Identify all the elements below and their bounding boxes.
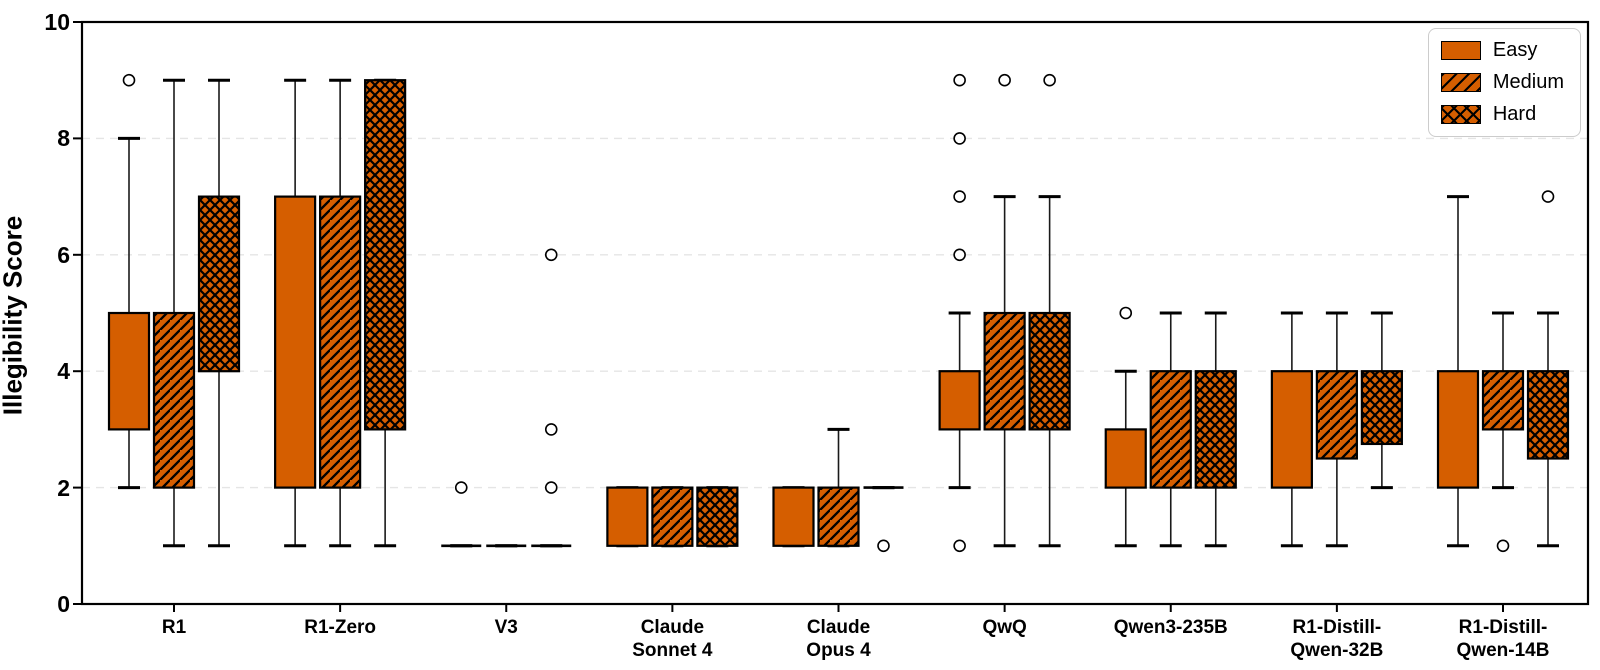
box-r1-distill-qwen-14b-medium-hatch <box>1483 371 1523 430</box>
legend-entry-easy: Easy <box>1440 39 1564 62</box>
outlier-point <box>1496 539 1510 553</box>
box-r1-distill-qwen-14b-hard-edge <box>1526 370 1570 460</box>
box-qwq-easy-edge <box>938 370 981 431</box>
box-r1-distill-qwen-14b-hard-hatch <box>1528 371 1568 459</box>
box-claude-opus-4-medium-hatch <box>818 487 859 546</box>
box-r1-zero-medium-edge <box>319 195 362 489</box>
x-tick-label-9: R1-Distill- Qwen-14B <box>1456 617 1550 661</box>
box-claude-sonnet-4-medium-edge <box>651 486 694 547</box>
legend-swatch-medium <box>1440 73 1481 92</box>
y-tick-label-2: 2 <box>57 474 70 501</box>
box-r1-distill-qwen-32b-easy-edge <box>1270 370 1313 489</box>
legend-label-medium: Medium <box>1492 71 1564 93</box>
box-claude-sonnet-4-medium-hatch <box>652 487 693 546</box>
x-tick-label-5: Claude Opus 4 <box>806 617 871 661</box>
box-r1-zero-hard-hatch <box>365 80 406 430</box>
box-r1-zero-easy-edge <box>274 195 317 489</box>
box-r1-zero-hard-edge <box>364 79 407 431</box>
box-qwen3-235b-easy <box>1105 429 1146 488</box>
box-r1-hard-edge <box>197 195 241 373</box>
x-tick-label-2: R1-Zero <box>304 617 377 638</box>
y-tick-label-10: 10 <box>44 9 70 35</box>
box-qwen3-235b-easy-edge <box>1104 428 1147 489</box>
outlier-point <box>544 248 558 262</box>
box-r1-medium-edge <box>152 311 196 489</box>
x-tick-label-4: Claude Sonnet 4 <box>632 617 713 661</box>
legend-entry-hard: Hard <box>1440 103 1564 126</box>
outlier-point <box>953 539 966 553</box>
box-claude-sonnet-4-hard-edge <box>696 486 739 547</box>
y-tick-label-4: 4 <box>57 358 70 385</box>
box-qwq-hard-edge <box>1028 311 1071 431</box>
box-qwen3-235b-medium-edge <box>1149 370 1192 489</box>
legend-label-easy: Easy <box>1492 39 1538 61</box>
outlier-point <box>1541 190 1555 203</box>
box-qwq-easy <box>939 371 980 430</box>
outlier-point <box>953 132 966 145</box>
box-r1-distill-qwen-14b-easy-edge <box>1436 370 1480 489</box>
outlier-point <box>953 190 966 203</box>
box-r1-easy <box>109 313 149 430</box>
outlier-point <box>998 73 1011 87</box>
outlier-point <box>1119 306 1133 320</box>
box-qwen3-235b-hard-hatch <box>1195 371 1236 488</box>
box-r1-zero-medium-hatch <box>320 196 361 488</box>
legend-swatch-easy <box>1440 41 1481 60</box>
x-tick-label-1: R1 <box>161 617 187 638</box>
box-claude-sonnet-4-easy-edge <box>606 486 649 547</box>
outlier-point <box>953 248 966 262</box>
box-r1-distill-qwen-32b-medium-hatch <box>1316 371 1357 459</box>
y-tick-label-0: 0 <box>57 591 70 617</box>
outlier-point <box>544 423 558 436</box>
box-claude-sonnet-4-easy <box>607 487 648 546</box>
y-tick-label-8: 8 <box>57 125 70 152</box>
box-claude-sonnet-4-hard-hatch <box>697 487 738 546</box>
legend-label-hard: Hard <box>1492 103 1537 125</box>
outlier-point <box>544 481 558 494</box>
box-claude-opus-4-medium-edge <box>817 486 860 547</box>
box-r1-medium-hatch <box>154 313 194 488</box>
box-r1-easy-edge <box>107 311 151 431</box>
x-tick-label-7: Qwen3-235B <box>1113 617 1228 638</box>
box-r1-distill-qwen-32b-easy <box>1271 371 1312 488</box>
legend-swatch-hard <box>1440 105 1481 124</box>
outlier-point <box>454 481 468 494</box>
box-claude-opus-4-easy <box>773 487 814 546</box>
box-r1-distill-qwen-32b-hard-hatch <box>1361 371 1402 444</box>
box-r1-distill-qwen-14b-medium-edge <box>1481 370 1525 431</box>
outlier-point <box>953 73 966 87</box>
box-r1-distill-qwen-32b-hard-edge <box>1360 370 1403 446</box>
x-tick-label-8: R1-Distill- Qwen-32B <box>1290 617 1384 661</box>
plot-frame <box>80 20 1590 606</box>
outlier-point <box>877 539 890 553</box>
box-qwq-medium-edge <box>983 311 1026 431</box>
x-tick-label-3: V3 <box>494 617 518 638</box>
outlier-point <box>1043 73 1056 87</box>
legend: Easy Medium Hard <box>1427 28 1581 137</box>
y-axis-title: Illegibility Score <box>0 215 28 416</box>
box-qwen3-235b-medium-hatch <box>1150 371 1191 488</box>
box-r1-hard-hatch <box>199 196 239 372</box>
legend-entry-medium: Medium <box>1440 71 1564 94</box>
box-r1-distill-qwen-14b-easy <box>1438 371 1478 488</box>
box-claude-opus-4-easy-edge <box>772 486 815 547</box>
box-r1-zero-easy <box>275 196 316 488</box>
box-qwq-hard-hatch <box>1029 313 1070 430</box>
x-tick-label-6: QwQ <box>982 617 1027 638</box>
box-r1-distill-qwen-32b-medium-edge <box>1315 370 1358 460</box>
box-qwen3-235b-hard-edge <box>1194 370 1237 489</box>
box-qwq-medium-hatch <box>984 313 1025 430</box>
outlier-point <box>122 73 136 87</box>
y-tick-label-6: 6 <box>57 241 70 268</box>
